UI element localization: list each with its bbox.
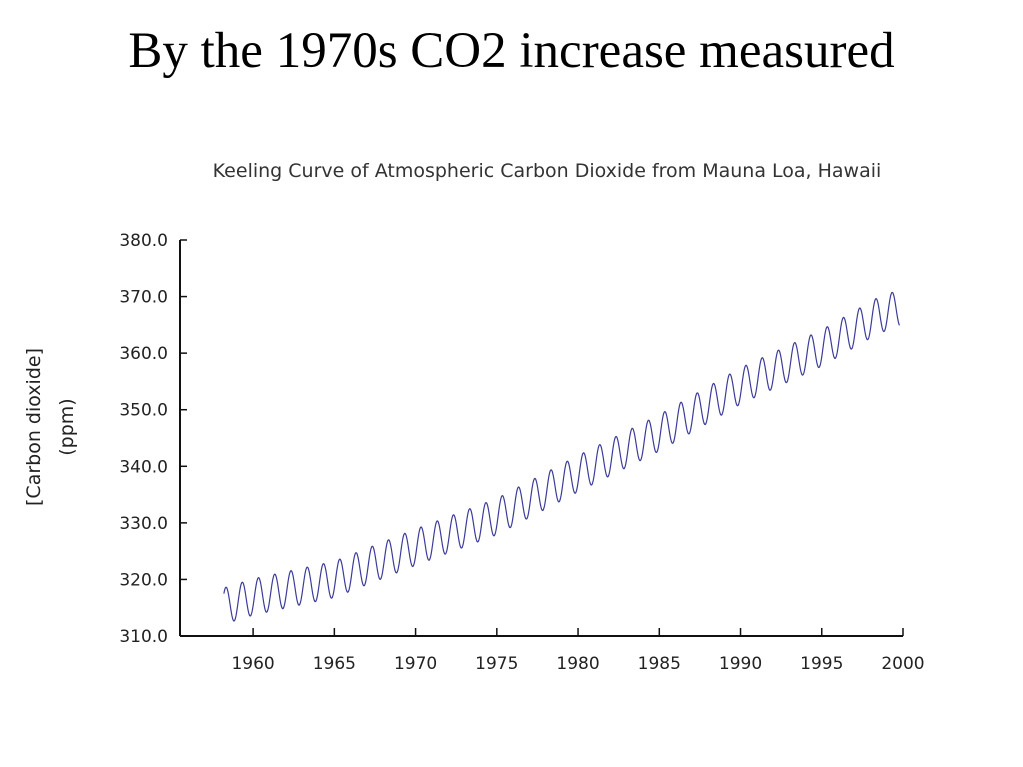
- slide-title: By the 1970s CO2 increase measured: [128, 23, 895, 79]
- y-tick-label: 380.0: [119, 231, 168, 251]
- y-tick-label: 360.0: [119, 344, 168, 364]
- x-tick-label: 1970: [394, 654, 437, 674]
- x-tick-label: 1965: [313, 654, 356, 674]
- y-tick-label: 310.0: [119, 627, 168, 647]
- x-tick-label: 1985: [638, 654, 681, 674]
- co2-concentration-line: [223, 291, 901, 622]
- axes: [179, 240, 903, 637]
- y-tick-label: 320.0: [119, 570, 168, 590]
- y-tick-label: 330.0: [119, 514, 168, 534]
- chart-title: Keeling Curve of Atmospheric Carbon Diox…: [213, 160, 882, 182]
- y-tick-label: 340.0: [119, 457, 168, 477]
- x-tick-label: 1975: [475, 654, 518, 674]
- x-tick-label: 1960: [231, 654, 274, 674]
- x-tick-label: 1990: [719, 654, 762, 674]
- y-axis-label: [Carbon dioxide] (ppm): [23, 348, 78, 506]
- y-tick-label: 350.0: [119, 401, 168, 421]
- x-tick-label: 1995: [800, 654, 843, 674]
- x-tick-label: 1980: [556, 654, 599, 674]
- y-axis-label-line-2: (ppm): [56, 398, 78, 455]
- x-ticks: 1960 1965 1970 1975 1980 1985 1990 1995 2000: [231, 628, 925, 674]
- x-tick-label: 2000: [881, 654, 924, 674]
- y-axis-label-line-1: [Carbon dioxide]: [23, 348, 45, 506]
- y-ticks: 310.0 320.0 330.0 340.0 350.0 360.0 370.0 380.0: [119, 231, 187, 647]
- y-tick-label: 370.0: [119, 288, 168, 308]
